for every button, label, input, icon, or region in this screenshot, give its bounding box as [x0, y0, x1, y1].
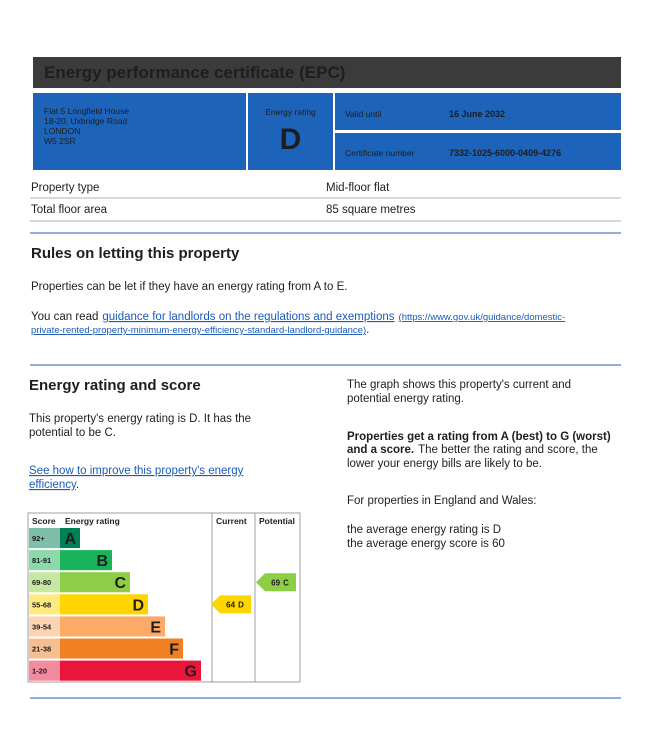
- bold-text: and a score.: [347, 444, 414, 456]
- body-text: The graph shows this property's current …: [347, 379, 571, 391]
- current-score: 64: [226, 600, 235, 609]
- link-paragraph: You can read guidance for landlords on th…: [31, 311, 565, 323]
- body-text: Properties can be let if they have an en…: [31, 281, 347, 293]
- property-value: 85 square metres: [326, 204, 416, 216]
- section-title: Energy rating and score: [29, 377, 201, 394]
- body-text: .: [366, 324, 369, 336]
- current-letter: D: [238, 600, 244, 609]
- score-cell: [29, 638, 60, 659]
- band-letter: G: [185, 664, 197, 681]
- chart-header: Score: [32, 516, 56, 526]
- link[interactable]: See how to improve this property's energ…: [29, 465, 244, 477]
- link-paragraph: private-rented-property-minimum-energy-e…: [31, 324, 369, 336]
- band-letter: F: [169, 642, 179, 659]
- chart-header: Energy rating: [65, 516, 120, 526]
- score-cell: [29, 594, 60, 615]
- body-text: You can read: [31, 311, 98, 323]
- body-text: This property's energy rating is D. It h…: [29, 413, 251, 425]
- property-value: Mid-floor flat: [326, 182, 390, 194]
- current-rating: 64 D: [226, 600, 244, 609]
- band-score: 39-54: [32, 622, 52, 631]
- body-text: potential energy rating.: [347, 393, 464, 405]
- rating-chart: Score Energy rating Current Potential 92+ A 81…: [27, 512, 301, 683]
- body-text: .: [76, 479, 79, 491]
- address-line: 18-20, Uxbridge Road: [44, 116, 127, 126]
- band-bar: [60, 528, 80, 549]
- body-text: potential to be C.: [29, 427, 116, 439]
- rating-box: [248, 93, 333, 170]
- link-url[interactable]: private-rented-property-minimum-energy-e…: [31, 325, 366, 336]
- band-score: 55-68: [32, 600, 51, 609]
- band-bar: [60, 616, 165, 637]
- address-line: LONDON: [44, 126, 80, 136]
- body-text: For properties in England and Wales:: [347, 495, 536, 507]
- band-bar: [60, 660, 201, 681]
- body-text: the average energy score is 60: [347, 538, 505, 550]
- body-text: the average energy rating is D: [347, 524, 501, 536]
- score-cell: [29, 572, 60, 593]
- certificate-number: 7332-1025-6000-0409-4276: [449, 148, 561, 158]
- band-score: 69-80: [32, 578, 51, 587]
- band-score: 21-38: [32, 645, 51, 654]
- property-label: Property type: [31, 182, 99, 194]
- band-bar: [60, 638, 183, 659]
- potential-arrow: [256, 573, 296, 592]
- rating-letter: D: [280, 123, 302, 156]
- score-cell: [29, 550, 60, 571]
- band-bar: [60, 572, 130, 593]
- number-label: Certificate number: [345, 148, 415, 158]
- score-cell: [29, 616, 60, 637]
- chart-frame: [27, 512, 301, 683]
- band-letter: C: [114, 575, 126, 592]
- rating-label: Energy rating: [265, 107, 316, 117]
- potential-score: 69: [271, 578, 280, 587]
- chart-header: Current: [216, 516, 247, 526]
- band-bar: [60, 594, 148, 615]
- score-cell: [29, 660, 60, 681]
- band-letter: E: [150, 619, 161, 636]
- number-box: [335, 133, 621, 170]
- header-bar: [33, 57, 621, 88]
- band-score: 81-91: [32, 556, 51, 565]
- band-letter: A: [64, 531, 76, 548]
- current-arrow: [211, 595, 251, 614]
- link-url[interactable]: (https://www.gov.uk/guidance/domestic-: [399, 312, 566, 323]
- page-title: Energy performance certificate (EPC): [44, 63, 345, 82]
- link[interactable]: efficiency: [29, 479, 77, 491]
- band-score: 92+: [32, 534, 45, 543]
- link-line: See how to improve this property's energ…: [29, 465, 244, 477]
- mixed-line: and a score. The better the rating and sc…: [347, 444, 598, 456]
- address-box: [33, 93, 246, 170]
- potential-letter: C: [283, 578, 289, 587]
- valid-box: [335, 93, 621, 130]
- band-letter: D: [132, 597, 144, 614]
- body-text: lower your energy bills are likely to be…: [347, 458, 542, 470]
- section-title: Rules on letting this property: [31, 245, 240, 262]
- property-label: Total floor area: [31, 204, 108, 216]
- chart-header: Potential: [259, 516, 295, 526]
- address-line: Flat 5 Longfield House: [44, 106, 129, 116]
- potential-rating: 69 C: [271, 578, 289, 587]
- link-line: efficiency.: [29, 479, 79, 491]
- score-cell: [29, 528, 60, 549]
- address-line: W5 2SR: [44, 136, 76, 146]
- valid-date: 16 June 2032: [449, 109, 505, 119]
- band-letter: B: [96, 553, 108, 570]
- body-text: The better the rating and score, the: [418, 444, 598, 456]
- bold-text: Properties get a rating from A (best) to…: [347, 431, 611, 443]
- link[interactable]: guidance for landlords on the regulation…: [102, 311, 394, 323]
- band-bar: [60, 550, 112, 571]
- band-score: 1-20: [32, 667, 47, 676]
- valid-label: Valid until: [345, 109, 381, 119]
